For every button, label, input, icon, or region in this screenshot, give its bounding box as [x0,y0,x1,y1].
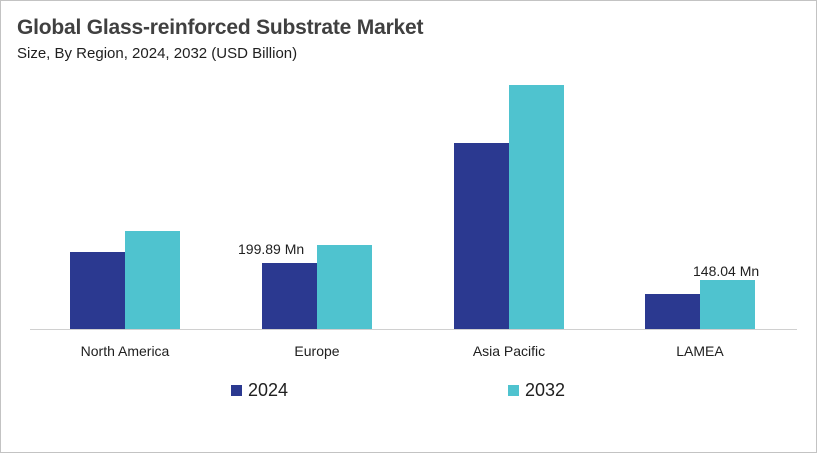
bar-asia-pacific-2024 [454,143,509,329]
chart-subtitle: Size, By Region, 2024, 2032 (USD Billion… [17,45,298,62]
data-label-europe-2024: 199.89 Mn [238,241,305,257]
bar-north-america-2032 [125,231,180,329]
bar-lamea-2032 [700,280,755,329]
data-label-lamea-2032: 148.04 Mn [693,263,760,279]
bar-europe-2032 [317,245,372,329]
legend-label-2024: 2024 [248,380,289,400]
chart-title: Global Glass-reinforced Substrate Market [17,16,424,39]
bar-europe-2024 [262,263,317,329]
category-label: Asia Pacific [472,343,546,359]
legend-swatch-2032 [508,385,519,396]
x-axis-line [30,329,797,330]
bar-lamea-2024 [645,294,700,329]
category-label: Europe [294,343,340,359]
legend-label-2032: 2032 [525,380,566,400]
category-label: North America [80,343,170,359]
category-label: LAMEA [676,343,724,359]
legend-swatch-2024 [231,385,242,396]
bar-asia-pacific-2032 [509,85,564,329]
bar-north-america-2024 [70,252,125,329]
